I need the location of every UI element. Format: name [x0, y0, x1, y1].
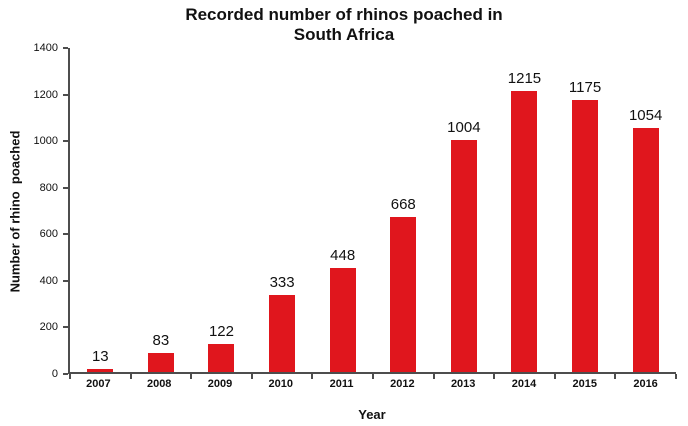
bar-value-label: 1215 — [507, 69, 542, 87]
bar-2007 — [87, 369, 114, 372]
bar-2016 — [632, 128, 659, 372]
bar-value-label: 13 — [91, 348, 109, 365]
chart-title-line2: South Africa — [293, 25, 395, 45]
y-tick-mark — [63, 140, 68, 143]
x-tick-label: 2012 — [390, 378, 415, 390]
chart-title-line1: Recorded number of rhinos poached in — [185, 5, 503, 24]
bar-value-label: 1004 — [447, 118, 481, 136]
x-tick-mark — [553, 374, 556, 379]
plot-area: 13 83 122 333 448 668 1004 1215 1175 1054 — [70, 48, 676, 372]
x-tick-mark — [311, 374, 314, 379]
y-tick-label: 200 — [39, 321, 58, 334]
x-tick-label: 2014 — [511, 378, 537, 390]
x-tick-mark — [432, 374, 435, 379]
x-axis: 2007 2008 2009 2010 2011 2012 2013 2014 2015 2016 — [68, 378, 676, 394]
bar-value-label: 83 — [152, 331, 170, 349]
y-tick-mark — [63, 47, 68, 49]
y-tick-mark — [63, 233, 68, 236]
bar-slot: 668 — [373, 48, 434, 372]
x-axis-title: Year — [358, 407, 386, 422]
bar-value-label: 668 — [390, 196, 416, 214]
x-tick-mark — [614, 374, 617, 379]
bar-slot: 83 — [131, 48, 192, 372]
bar-2012 — [390, 217, 417, 372]
bar-value-label: 122 — [208, 322, 234, 340]
x-tick-mark — [372, 374, 374, 379]
x-tick-label: 2010 — [268, 378, 294, 390]
x-tick-mark — [675, 374, 677, 379]
y-tick-label: 800 — [39, 181, 58, 194]
bar-slot: 448 — [312, 48, 373, 372]
x-tick-mark — [250, 374, 253, 379]
x-tick-label: 2009 — [207, 378, 233, 390]
chart-title: Recorded number of rhinos poached in Sou… — [0, 5, 688, 46]
y-tick-label: 600 — [39, 228, 58, 241]
bar-value-label: 1054 — [628, 107, 663, 125]
bar-2013 — [450, 139, 477, 372]
x-tick-label: 2008 — [146, 378, 172, 390]
x-tick-mark — [129, 374, 132, 379]
x-tick-label: 2007 — [86, 378, 111, 390]
x-tick-mark — [493, 374, 496, 379]
y-tick-mark — [63, 326, 68, 329]
bar-slot: 1215 — [494, 48, 555, 372]
y-tick-label: 0 — [51, 368, 58, 380]
bar-2014 — [511, 90, 538, 372]
bar-2009 — [208, 343, 235, 372]
y-tick-label: 1200 — [33, 88, 58, 101]
x-tick-mark — [190, 374, 193, 379]
y-tick-mark — [63, 373, 68, 375]
x-tick-mark — [69, 374, 71, 379]
y-tick-mark — [63, 93, 68, 96]
x-tick-label: 2011 — [329, 378, 354, 390]
bar-slot: 13 — [70, 48, 131, 372]
y-tick-mark — [63, 279, 68, 282]
y-tick-mark — [63, 186, 68, 189]
y-axis: 0 200 400 600 800 1000 1200 1400 — [0, 42, 68, 380]
bar-2015 — [572, 100, 599, 372]
y-tick-label: 1000 — [33, 135, 58, 148]
plot-frame: 13 83 122 333 448 668 1004 1215 1175 1054 — [68, 48, 677, 379]
y-tick-label: 1400 — [33, 42, 58, 54]
bar-slot: 1004 — [434, 48, 495, 372]
x-tick-label: 2016 — [633, 378, 658, 390]
x-tick-label: 2015 — [572, 378, 598, 390]
bar-2008 — [147, 352, 174, 372]
bar-value-label: 448 — [330, 247, 356, 265]
bar-2011 — [329, 268, 356, 372]
bar-value-label: 333 — [269, 273, 295, 291]
bar-2010 — [269, 294, 296, 372]
y-tick-label: 400 — [39, 274, 58, 287]
x-tick-label: 2013 — [450, 378, 476, 390]
bar-slot: 1054 — [615, 48, 676, 372]
bar-slot: 122 — [191, 48, 252, 372]
bar-slot: 333 — [252, 48, 313, 372]
bar-slot: 1175 — [555, 48, 616, 372]
bar-value-label: 1175 — [568, 79, 602, 97]
